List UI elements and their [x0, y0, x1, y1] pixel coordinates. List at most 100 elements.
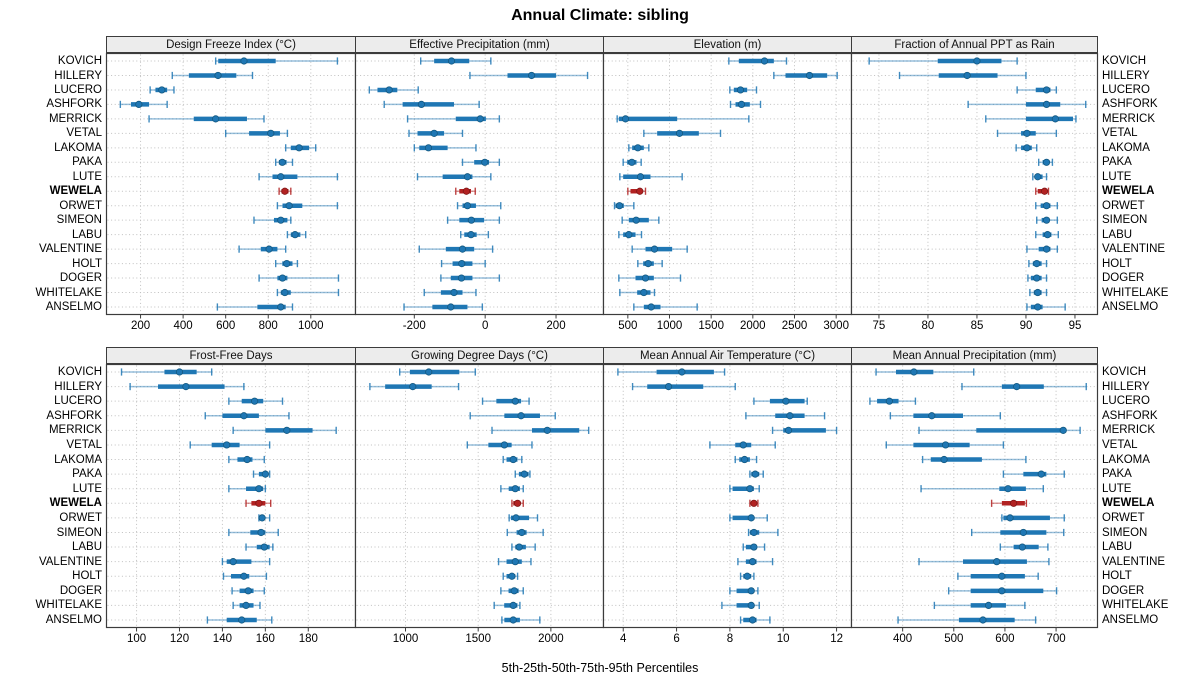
median-dot: [678, 368, 686, 376]
axis-tick-label: 1000: [298, 320, 324, 332]
station-label-right: HILLERY: [1102, 380, 1150, 393]
median-dot: [283, 426, 291, 434]
median-dot: [979, 616, 987, 624]
percentile-series-lakoma: [1015, 144, 1038, 152]
panel-strip: Frost-Free Days: [106, 347, 356, 364]
percentile-series-whitelake: [276, 288, 340, 297]
median-dot: [424, 144, 433, 152]
axis-tick-label: 160: [255, 633, 275, 645]
station-label-left: ORWET: [59, 511, 102, 524]
percentile-series-anselmo: [206, 616, 273, 624]
median-dot: [748, 558, 757, 566]
percentile-series-vetal: [643, 129, 722, 137]
station-label-left: WHITELAKE: [35, 599, 102, 612]
median-dot: [675, 129, 684, 137]
median-dot: [1042, 158, 1051, 166]
percentile-series-kovich: [617, 368, 726, 376]
percentile-series-vetal: [408, 129, 464, 137]
median-dot: [1034, 288, 1042, 297]
station-label-left: ORWET: [59, 199, 102, 212]
percentile-series-lakoma: [413, 144, 477, 152]
median-dot: [238, 616, 246, 624]
percentile-series-kovich: [875, 368, 975, 376]
percentile-series-merrick: [771, 426, 838, 434]
percentile-series-lute: [729, 485, 760, 493]
station-label-left: VALENTINE: [38, 243, 102, 256]
station-label-left: DOGER: [59, 272, 102, 285]
percentile-series-anselmo: [633, 303, 698, 311]
station-label-left: ANSELMO: [45, 301, 102, 313]
median-dot: [510, 587, 518, 595]
percentile-series-kovich: [398, 368, 476, 376]
median-dot: [467, 231, 475, 239]
median-dot: [1043, 231, 1052, 239]
percentile-series-merrick: [985, 115, 1077, 123]
median-dot: [739, 441, 747, 449]
median-dot: [1040, 187, 1049, 195]
median-dot: [1042, 100, 1051, 109]
percentile-series-wewela: [627, 187, 647, 195]
station-label-left: LUCERO: [54, 395, 102, 408]
percentile-series-ashfork: [967, 100, 1087, 109]
percentile-series-simeon: [506, 528, 544, 537]
median-dot: [182, 382, 190, 391]
station-label-right: ANSELMO: [1102, 614, 1159, 626]
station-label-left: SIMEON: [56, 526, 102, 539]
axis-tick-label: 4: [619, 633, 627, 645]
median-dot: [1033, 259, 1041, 268]
station-label-right: VETAL: [1102, 127, 1138, 140]
station-label-left: LUTE: [72, 482, 102, 495]
median-dot: [737, 100, 746, 109]
median-dot: [1059, 426, 1067, 434]
median-dot: [993, 558, 1001, 566]
station-label-left: ASHFORK: [46, 98, 102, 111]
median-dot: [647, 303, 655, 311]
percentile-series-paka: [622, 158, 642, 166]
percentile-series-kovich: [728, 57, 788, 65]
percentile-series-holt: [739, 572, 755, 580]
percentile-series-simeon: [621, 216, 660, 224]
axis-tick-label: 0: [481, 320, 489, 332]
station-label-right: HILLERY: [1102, 69, 1150, 82]
median-dot: [277, 216, 285, 224]
panel-strip: Growing Degree Days (°C): [355, 347, 604, 364]
station-label-left: WHITELAKE: [35, 286, 102, 299]
median-dot: [621, 115, 630, 123]
median-dot: [515, 543, 523, 551]
median-dot: [243, 455, 251, 464]
median-dot: [1018, 543, 1026, 551]
median-dot: [242, 601, 250, 610]
median-dot: [265, 245, 273, 253]
percentile-series-lakoma: [502, 455, 523, 464]
percentile-series-hillery: [898, 71, 1027, 80]
percentile-series-valentine: [221, 558, 271, 566]
percentile-series-whitelake: [933, 601, 1026, 610]
median-dot: [458, 259, 466, 268]
median-dot: [1023, 144, 1031, 152]
percentile-series-ashfork: [204, 412, 290, 420]
median-dot: [462, 187, 470, 195]
station-label-left: KOVICH: [57, 55, 102, 67]
percentile-series-wewela: [511, 499, 524, 507]
median-dot: [760, 57, 769, 65]
percentile-series-ashfork: [383, 100, 480, 109]
percentile-series-lakoma: [921, 455, 1027, 464]
percentile-series-paka: [1002, 470, 1065, 478]
percentile-series-lute: [416, 173, 492, 181]
percentile-series-simeon: [970, 528, 1065, 537]
median-dot: [500, 441, 508, 449]
station-label-right: LUCERO: [1102, 83, 1150, 96]
panel-plot: [850, 363, 1099, 632]
percentile-series-wewela: [455, 187, 476, 195]
median-dot: [641, 274, 650, 282]
station-label-left: HOLT: [72, 257, 102, 270]
axis-tick-label: 120: [169, 633, 190, 645]
station-label-right: VETAL: [1102, 438, 1138, 451]
median-dot: [258, 514, 266, 522]
station-label-right: DOGER: [1102, 584, 1145, 597]
percentile-series-lakoma: [734, 455, 758, 464]
percentile-series-lakoma: [228, 455, 265, 464]
percentile-series-valentine: [737, 558, 774, 566]
percentile-series-merrick: [616, 115, 750, 123]
percentile-series-anselmo: [1026, 303, 1066, 311]
